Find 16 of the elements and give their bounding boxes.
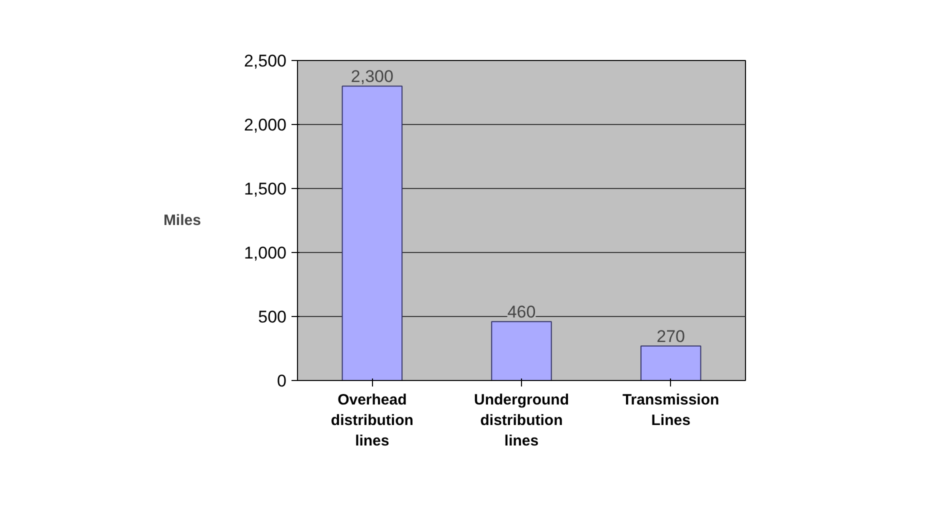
data-label: 460	[507, 302, 536, 322]
y-tick-label: 0	[277, 372, 287, 390]
y-axis-title: Miles	[163, 212, 201, 229]
x-tick-label: Overhead distribution lines	[330, 392, 414, 450]
y-tick-label: 500	[258, 308, 287, 326]
bar	[491, 321, 552, 380]
x-tick-label: Underground distribution lines	[474, 392, 570, 450]
y-tick-label: 1,500	[244, 180, 287, 198]
y-tick-label: 2,500	[244, 52, 287, 70]
y-tick-label: 1,000	[244, 244, 287, 262]
bar	[342, 86, 403, 380]
x-tick-label: Transmission Lines	[622, 392, 720, 429]
data-label: 2,300	[350, 67, 394, 86]
bar	[640, 345, 702, 380]
y-tick-label: 2,000	[244, 116, 287, 134]
data-label: 270	[656, 326, 686, 346]
